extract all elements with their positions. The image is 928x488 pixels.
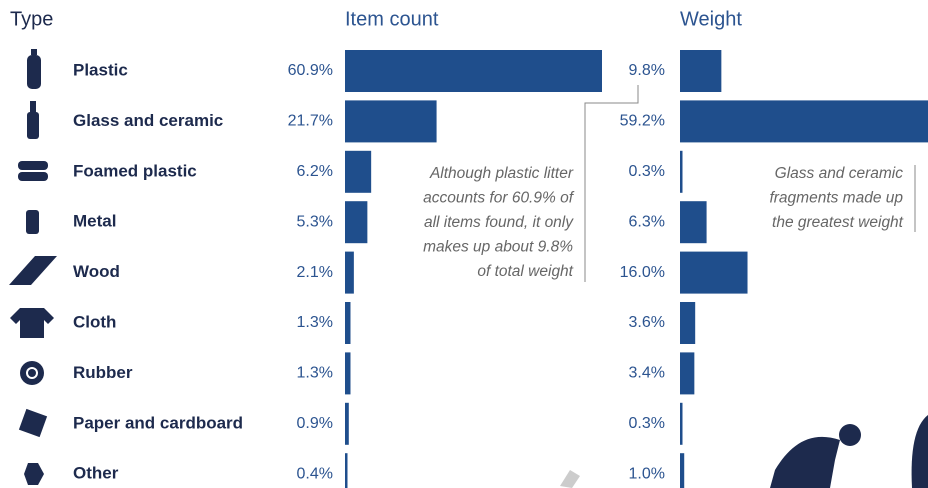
value-label: 0.4% xyxy=(297,465,333,482)
value-label: 16.0% xyxy=(620,264,665,281)
value-label: 0.3% xyxy=(629,415,665,432)
bar xyxy=(680,403,683,445)
category-label: Other xyxy=(73,464,119,483)
bar xyxy=(680,201,707,243)
annotation: accounts for 60.9% of xyxy=(423,190,575,207)
icon-paper xyxy=(19,409,47,437)
annotation: of total weight xyxy=(477,263,573,280)
illustration xyxy=(560,415,928,488)
value-label: 3.6% xyxy=(629,314,665,331)
icon-neck xyxy=(30,101,36,113)
icon-wood xyxy=(9,256,57,285)
bar xyxy=(680,100,928,142)
bar xyxy=(680,453,684,488)
bar xyxy=(345,252,354,294)
bar xyxy=(345,403,349,445)
icon-other xyxy=(24,463,44,485)
chart: Type Item count Weight Plastic Glass and … xyxy=(0,0,928,488)
bar xyxy=(345,151,371,193)
value-label: 21.7% xyxy=(288,113,333,130)
value-label: 2.1% xyxy=(297,264,333,281)
category-label: Paper and cardboard xyxy=(73,413,243,432)
category-label: Wood xyxy=(73,262,120,281)
annotation: Although plastic litter xyxy=(429,165,574,182)
category-header: Type xyxy=(10,8,53,30)
bar xyxy=(345,302,350,344)
bar xyxy=(680,352,694,394)
figure-head xyxy=(839,424,861,446)
figure-body xyxy=(912,415,928,488)
category-label: Rubber xyxy=(73,363,133,382)
bottle-sketch xyxy=(560,470,580,488)
value-label: 9.8% xyxy=(629,62,665,79)
icon-foam xyxy=(18,161,48,170)
bar xyxy=(680,151,683,193)
icon-can xyxy=(26,210,39,234)
value-label: 60.9% xyxy=(288,62,333,79)
category-label: Plastic xyxy=(73,60,128,79)
annotation: fragments made up xyxy=(769,190,903,207)
series-title: Item count xyxy=(345,8,439,30)
icon-cap xyxy=(31,49,37,55)
icon-foam xyxy=(18,172,48,181)
bar xyxy=(345,50,602,92)
annotation: makes up about 9.8% xyxy=(423,239,573,256)
figure-body xyxy=(770,437,840,488)
icon-rubber-core xyxy=(28,369,36,377)
bar xyxy=(345,201,367,243)
value-label: 5.3% xyxy=(297,213,333,230)
value-label: 1.3% xyxy=(297,365,333,382)
value-label: 3.4% xyxy=(629,365,665,382)
category-label: Cloth xyxy=(73,312,116,331)
annotation: the greatest weight xyxy=(772,214,904,231)
category-label: Glass and ceramic xyxy=(73,111,223,130)
bar xyxy=(345,100,437,142)
series-title: Weight xyxy=(680,8,742,30)
icon-cloth xyxy=(10,308,54,338)
bar xyxy=(680,302,695,344)
bar xyxy=(680,50,721,92)
value-label: 59.2% xyxy=(620,113,665,130)
value-label: 6.2% xyxy=(297,163,333,180)
annotation: Glass and ceramic xyxy=(775,165,904,182)
value-label: 1.0% xyxy=(629,465,665,482)
annotation: all items found, it only xyxy=(424,214,574,231)
bar xyxy=(680,252,748,294)
icon-glass xyxy=(27,112,39,139)
bar xyxy=(345,453,348,488)
value-label: 6.3% xyxy=(629,213,665,230)
category-label: Foamed plastic xyxy=(73,161,197,180)
value-label: 0.3% xyxy=(629,163,665,180)
category-label: Metal xyxy=(73,212,116,231)
bar xyxy=(345,352,350,394)
icons xyxy=(9,49,57,485)
value-label: 1.3% xyxy=(297,314,333,331)
value-label: 0.9% xyxy=(297,415,333,432)
icon-bottle xyxy=(27,55,41,89)
